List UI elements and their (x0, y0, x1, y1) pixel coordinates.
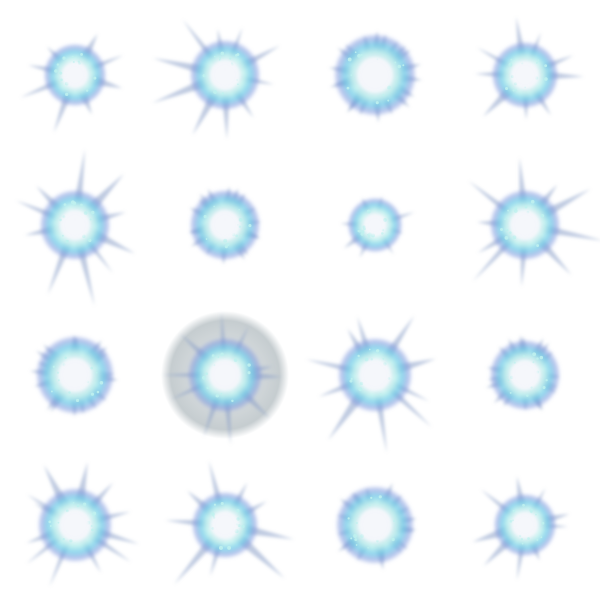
burst-core (63, 63, 87, 87)
sprite-frame-1-1 (0, 0, 150, 150)
burst-sparkles (346, 51, 405, 105)
sprite-frame-2-3 (300, 150, 450, 300)
burst-sparkles (202, 352, 251, 403)
burst-icon (152, 19, 281, 140)
burst-core (513, 513, 537, 537)
burst-core (61, 211, 89, 239)
sprite-frame-3-4 (450, 300, 600, 450)
burst-icon (161, 311, 289, 445)
sprite-frame-3-1 (0, 300, 150, 450)
burst-icon (340, 195, 415, 258)
sprite-frame-4-1 (0, 450, 150, 600)
burst-icon (328, 31, 423, 123)
sprite-frame-1-3 (300, 0, 450, 150)
burst-icon (165, 460, 295, 585)
burst-icon (20, 33, 124, 133)
burst-core (365, 215, 385, 235)
burst-icon (485, 335, 561, 411)
sprite-frame-1-4 (450, 0, 600, 150)
burst-sparkles (347, 495, 396, 549)
sprite-frame-4-2 (150, 450, 300, 600)
burst-core (210, 360, 240, 390)
burst-core (360, 360, 390, 390)
burst-core (359, 509, 391, 541)
burst-icon (26, 461, 140, 587)
burst-core (511, 361, 539, 389)
burst-icon (29, 334, 119, 417)
burst-core (211, 61, 239, 89)
burst-sparkles (509, 503, 545, 545)
sprite-frame-4-3 (300, 450, 450, 600)
sprite-frame-2-4 (450, 150, 600, 300)
burst-icon (188, 186, 261, 265)
burst-icon (468, 157, 600, 287)
burst-core (212, 512, 238, 538)
sprite-frame-2-1 (0, 149, 150, 307)
sprite-frame-1-2 (150, 0, 300, 150)
sprite-frame-3-2 (150, 300, 300, 450)
burst-icon (474, 16, 584, 120)
burst-icon (16, 149, 136, 307)
burst-core (211, 211, 239, 239)
burst-core (59, 359, 91, 391)
burst-core (512, 62, 538, 88)
burst-core (358, 58, 392, 92)
sprite-frame-2-2 (150, 150, 300, 300)
sprite-frame-4-4 (450, 450, 600, 600)
burst-core (60, 510, 90, 540)
burst-core (511, 211, 539, 239)
sprite-frame-3-3 (300, 300, 450, 453)
burst-icon (472, 476, 570, 581)
burst-icon (335, 482, 417, 570)
burst-sparkles (500, 199, 545, 247)
burst-icon (305, 315, 436, 453)
